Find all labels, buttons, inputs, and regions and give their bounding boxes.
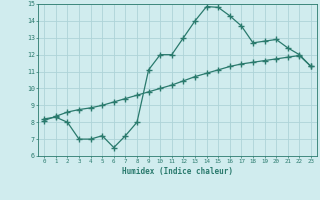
X-axis label: Humidex (Indice chaleur): Humidex (Indice chaleur) — [122, 167, 233, 176]
